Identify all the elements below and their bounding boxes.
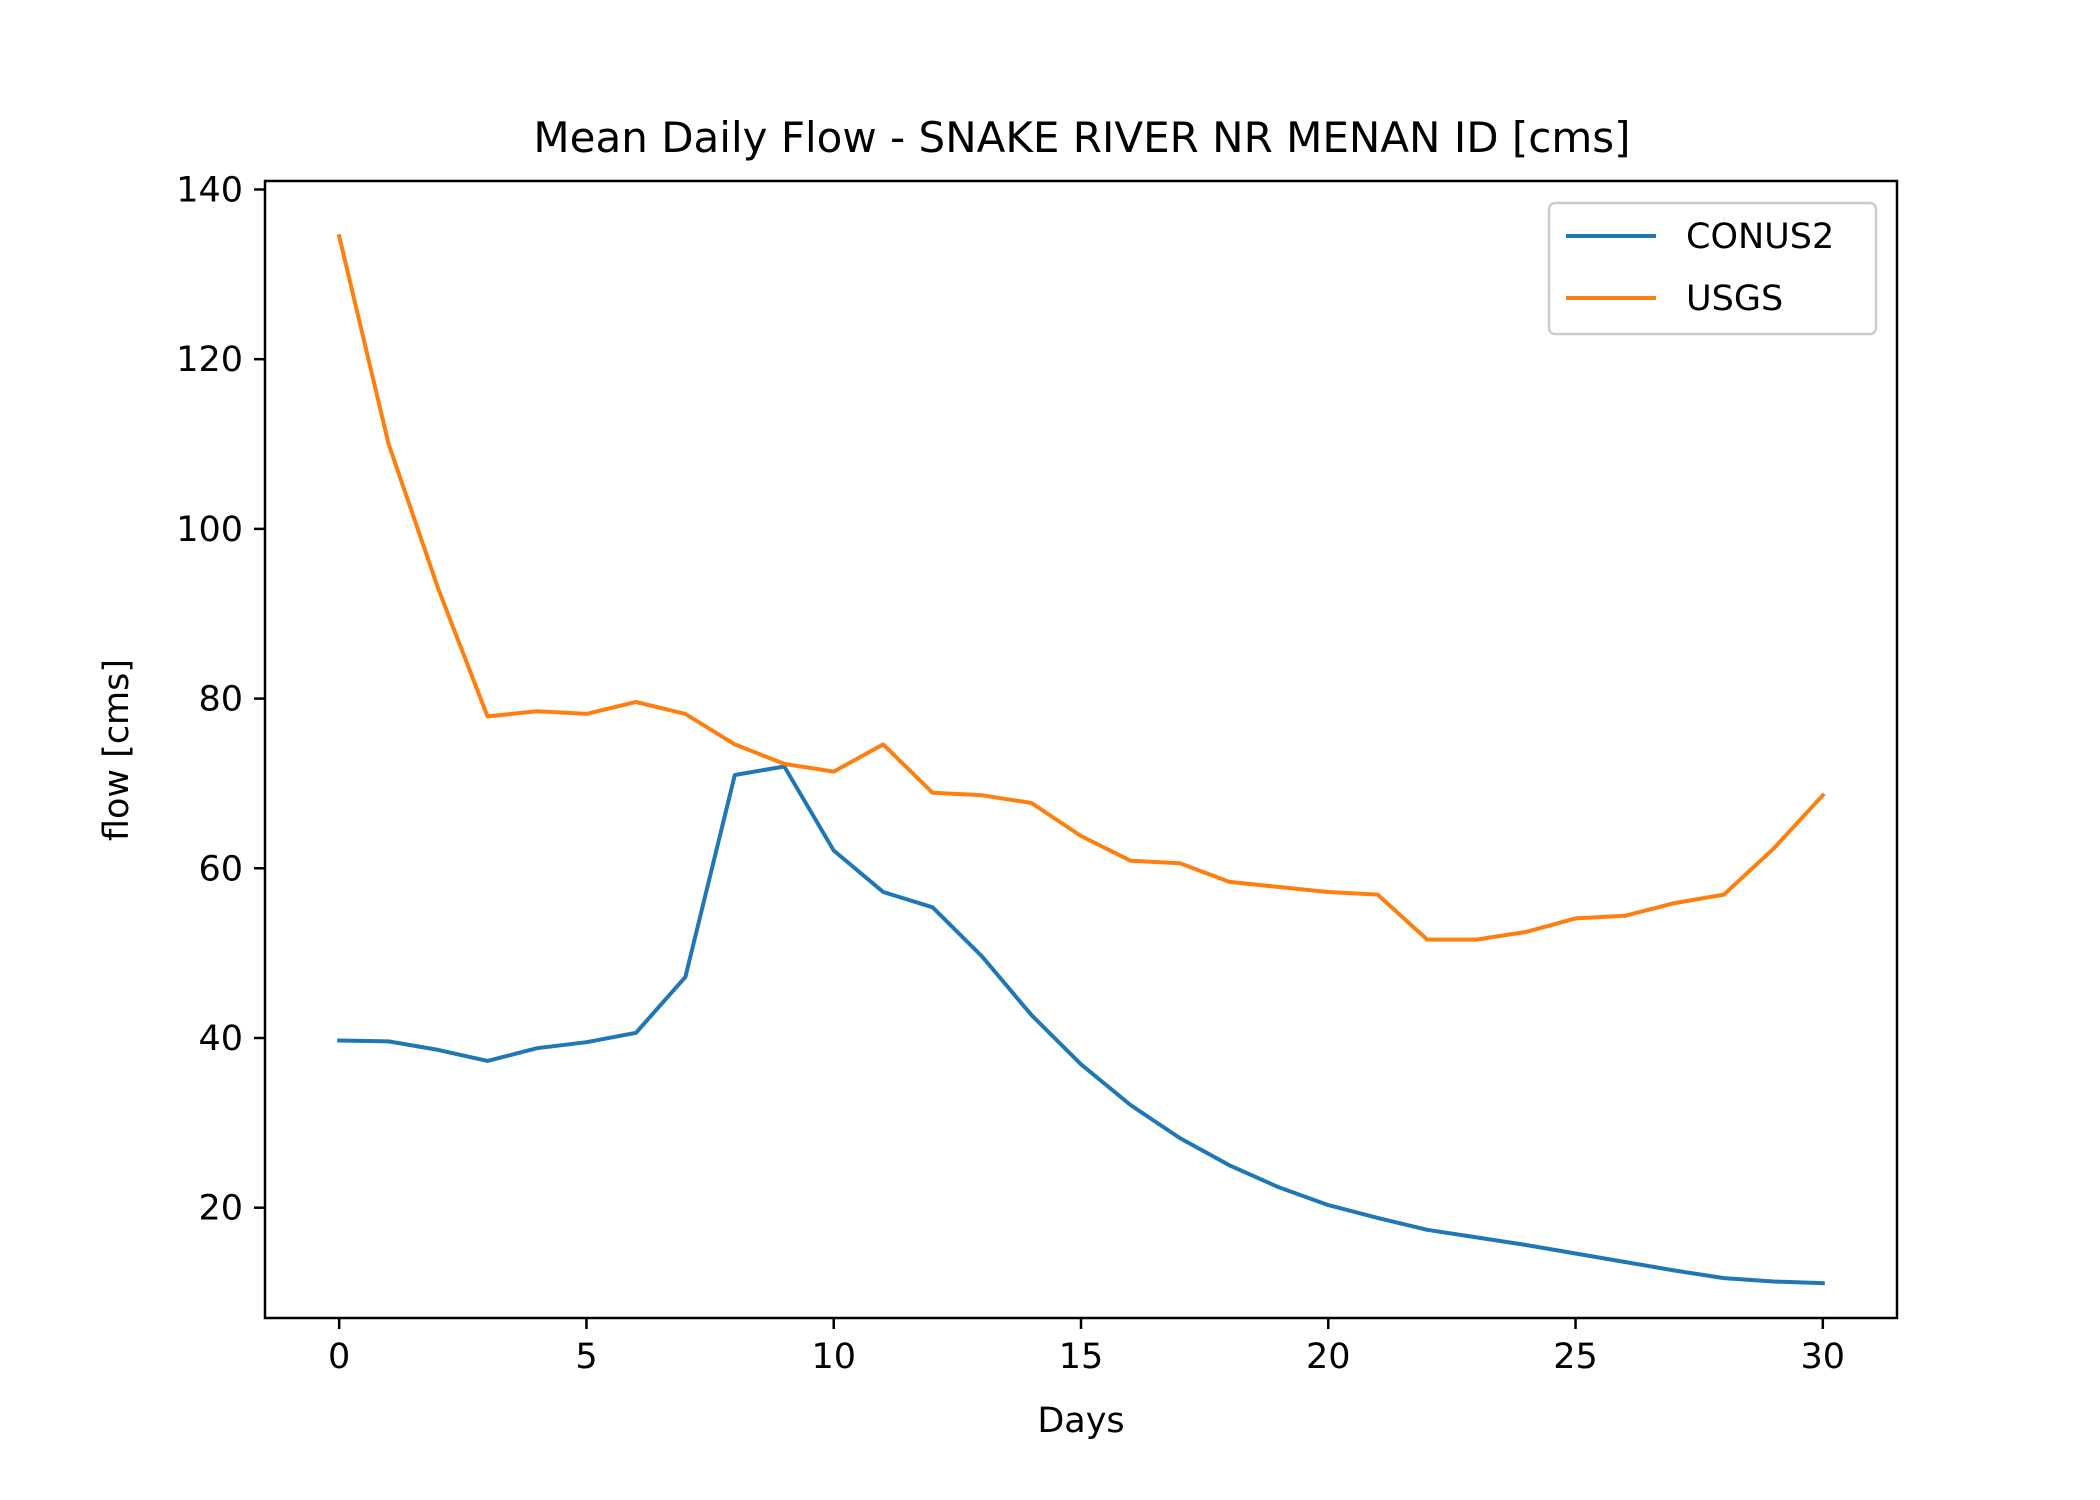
y-axis-label: flow [cms] (97, 659, 137, 841)
plot-background (265, 181, 1897, 1318)
plot-area (265, 181, 1897, 1318)
y-tick-label: 20 (198, 1189, 243, 1229)
x-axis: 0 5 10 15 20 25 30 (328, 1318, 1845, 1377)
series-layer (336, 233, 1826, 1286)
legend: CONUS2 USGS (1547, 201, 1878, 336)
x-tick-label: 20 (1306, 1337, 1351, 1377)
y-tick-label: 140 (176, 170, 243, 210)
x-tick-label: 25 (1553, 1337, 1598, 1377)
y-tick-label: 120 (176, 340, 243, 380)
y-axis: 20 40 60 80 100 120 140 (176, 170, 265, 1229)
x-tick-label: 10 (811, 1337, 856, 1377)
legend-label-conus2: CONUS2 (1686, 217, 1834, 257)
chart-title: Mean Daily Flow - SNAKE RIVER NR MENAN I… (533, 113, 1630, 162)
y-tick-label: 80 (198, 680, 243, 720)
x-tick-label: 0 (328, 1337, 350, 1377)
y-tick-label: 100 (176, 510, 243, 550)
x-tick-label: 30 (1801, 1337, 1846, 1377)
y-tick-label: 40 (198, 1019, 243, 1059)
series-line-conus2 (337, 764, 1825, 1286)
legend-label-usgs: USGS (1686, 279, 1783, 319)
x-tick-label: 5 (575, 1337, 597, 1377)
series-line-usgs (336, 233, 1826, 942)
x-tick-label: 15 (1059, 1337, 1104, 1377)
y-tick-label: 60 (198, 849, 243, 889)
x-axis-label: Days (1037, 1401, 1124, 1441)
